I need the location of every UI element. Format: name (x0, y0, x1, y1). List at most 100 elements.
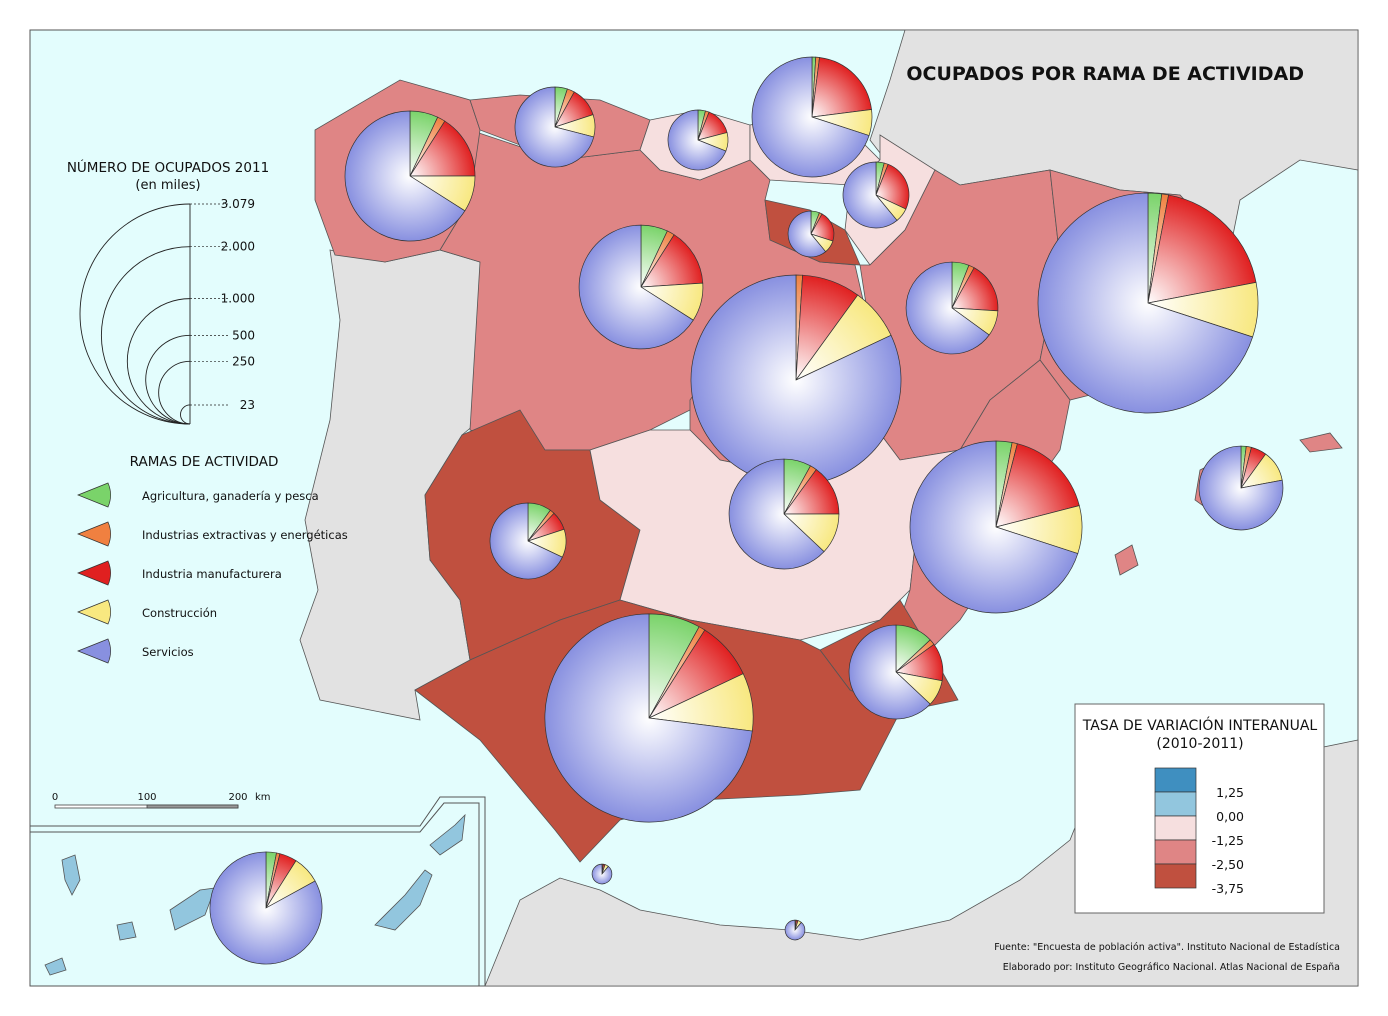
rate-class-label: 0,00 (1216, 809, 1244, 824)
pie-slice-services (591, 863, 613, 885)
pie-cantabria (667, 109, 729, 171)
branch-label-manufacturing: Industria manufacturera (142, 567, 282, 581)
pie-slice-services (690, 274, 902, 486)
branch-swatch-services (77, 638, 111, 664)
pie-slice-services (544, 613, 753, 823)
map-title: OCUPADOS POR RAMA DE ACTIVIDAD (906, 63, 1304, 85)
size-legend-circle (79, 203, 191, 425)
pie-navarra (842, 161, 910, 229)
size-legend-circle (145, 334, 191, 425)
branch-swatch-agriculture (77, 482, 111, 508)
size-legend-title: NÚMERO DE OCUPADOS 2011 (67, 158, 269, 176)
rate-class-label: -1,25 (1212, 833, 1244, 848)
pie-slice-services (848, 624, 931, 720)
pie-slice-services (784, 919, 806, 941)
pie-slice-manufacturing (409, 120, 476, 177)
size-legend-circle (126, 298, 191, 425)
region-canarias-la-gomera[interactable] (116, 921, 137, 941)
branch-label-services: Servicios (142, 645, 194, 659)
canarias-inset-border-inner (30, 802, 480, 986)
rate-class-label: -2,50 (1212, 857, 1244, 872)
pie-slice-services (209, 851, 323, 965)
scale-label-0: 0 (52, 792, 58, 803)
pie-baleares (1198, 445, 1284, 531)
pie-andalucia (544, 613, 754, 823)
pie-ceuta (591, 863, 613, 885)
size-legend-label: 250 (232, 354, 255, 368)
region-baleares-ibiza[interactable] (1114, 544, 1139, 576)
pie-slice-services (787, 210, 827, 258)
size-legend-circle (100, 246, 191, 425)
region-canarias-lanzarote[interactable] (429, 813, 466, 856)
rate-class-swatch (1154, 767, 1197, 793)
rate-class-label: 1,25 (1216, 785, 1244, 800)
pie-aragon (905, 261, 999, 355)
branches-legend: Agricultura, ganadería y pesca Industrias… (77, 482, 348, 664)
scale-label-200: 200 (228, 792, 247, 803)
branch-swatch-extractive (77, 521, 111, 547)
pie-slice-services (514, 86, 595, 168)
pie-extremadura (489, 502, 567, 580)
pie-slice-services (842, 161, 898, 229)
rate-class-label: -3,75 (1212, 881, 1244, 896)
rate-legend-subtitle: (2010-2011) (1156, 736, 1243, 752)
source-text: Fuente: "Encuesta de población activa". … (994, 942, 1340, 953)
pie-slice-services (578, 224, 694, 350)
region-canarias-la-palma[interactable] (61, 854, 81, 896)
pie-slice-services (905, 261, 990, 355)
pie-slice-manufacturing (995, 443, 1080, 528)
rate-class-swatch (1154, 815, 1197, 841)
pie-asturias (514, 86, 596, 168)
branch-label-construction: Construcción (142, 606, 217, 620)
pie-castilla-la-mancha (728, 458, 840, 570)
rate-class-swatch (1154, 791, 1197, 817)
pie-slice-manufacturing (640, 234, 704, 288)
size-legend-label: 500 (232, 328, 255, 342)
rate-class-swatch (1154, 863, 1197, 889)
pie-slice-services (1198, 445, 1284, 531)
pie-slice-manufacturing (875, 163, 910, 210)
pie-slice-manufacturing (811, 57, 872, 118)
scale-bar: 0 100 200 km (52, 792, 271, 809)
size-legend-circle (180, 404, 191, 425)
pie-pais-vasco (751, 56, 873, 178)
pie-murcia (848, 624, 944, 720)
pie-canarias (209, 851, 323, 965)
rate-legend: 1,25 0,00 -1,25 -2,50 -3,75 (1154, 767, 1244, 896)
pie-castilla-leon (578, 224, 704, 350)
scale-label-100: 100 (137, 792, 156, 803)
pie-slice-services (1037, 192, 1254, 414)
pie-slice-services (667, 109, 727, 171)
scale-unit: km (255, 792, 271, 803)
pie-slice-manufacturing (1147, 194, 1257, 304)
pie-slice-services (909, 440, 1079, 614)
rate-class-swatch (1154, 839, 1197, 865)
region-canarias-fuerteventura[interactable] (374, 869, 433, 931)
size-legend-circle (158, 360, 191, 425)
size-legend-label: 1.000 (221, 292, 255, 306)
pie-melilla (784, 919, 806, 941)
pie-galicia (344, 110, 476, 242)
pie-slice-services (489, 502, 563, 580)
pie-madrid (690, 274, 902, 486)
size-legend: 3.079 2.000 1.000 500 250 23 (79, 197, 255, 425)
pie-slice-services (728, 458, 825, 570)
rate-legend-box (1074, 703, 1325, 914)
branches-legend-title: RAMAS DE ACTIVIDAD (130, 454, 279, 470)
pie-la-rioja (787, 210, 835, 258)
size-legend-label: 23 (240, 398, 255, 412)
pie-cataluna (1037, 192, 1259, 414)
region-canarias-el-hierro[interactable] (44, 957, 67, 976)
region-baleares-menorca[interactable] (1299, 432, 1343, 453)
branch-label-agriculture: Agricultura, ganadería y pesca (142, 489, 319, 503)
size-legend-label: 2.000 (221, 240, 255, 254)
pie-slice-services (344, 110, 466, 242)
branch-swatch-construction (77, 599, 111, 625)
pie-slice-manufacturing (951, 267, 999, 312)
pie-slice-manufacturing (783, 469, 840, 515)
pie-slice-services (751, 56, 870, 178)
rate-legend-title: TASA DE VARIACIÓN INTERANUAL (1082, 716, 1318, 734)
size-legend-subtitle: (en miles) (135, 178, 200, 193)
credits-text: Elaborado por: Instituto Geográfico Naci… (1003, 962, 1340, 973)
